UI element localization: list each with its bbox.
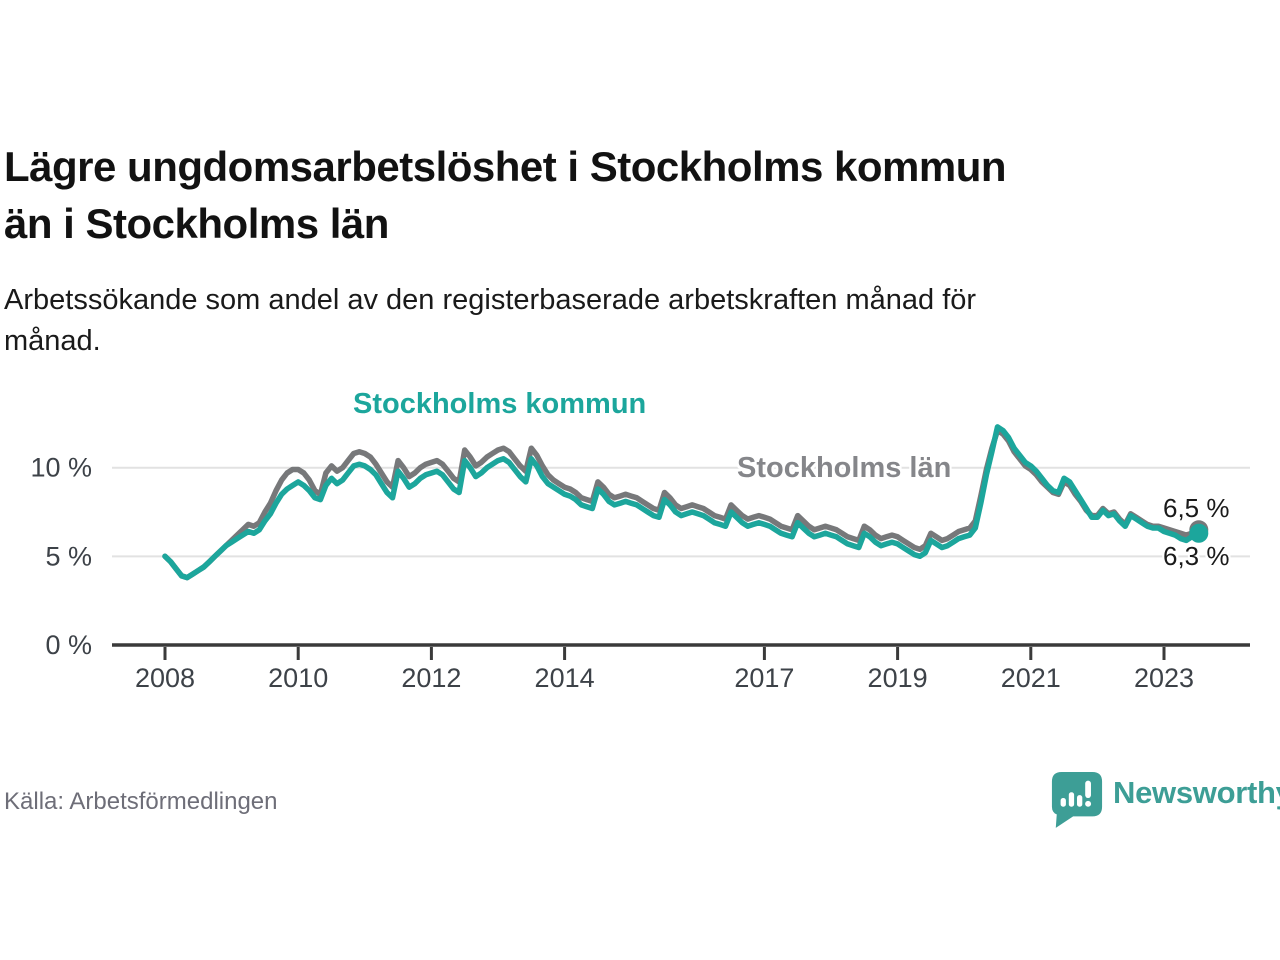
- newsworthy-wordmark: Newsworthy: [1113, 775, 1280, 810]
- newsworthy-logo: Newsworthy: [1050, 770, 1280, 828]
- y-tick-label: 0 %: [45, 630, 92, 660]
- y-tick-label: 5 %: [45, 541, 92, 571]
- series-end-dot-stockholms-kommun: [1189, 523, 1209, 543]
- line-chart: 2008 2010 2012 2014 2017 2019 2021 2023 0 % 5 % 10…: [0, 388, 1280, 720]
- source-note: Källa: Arbetsförmedlingen: [4, 788, 278, 815]
- chart-title-line1: Lägre ungdomsarbetslöshet i Stockholms k…: [4, 143, 1007, 190]
- x-tick-label: 2014: [535, 663, 595, 693]
- value-annotation-stockholms-kommun: 6,3 %: [1163, 541, 1230, 571]
- x-tick-label: 2008: [135, 663, 195, 693]
- series-line-stockholms-kommun: [162, 424, 1201, 581]
- x-tick-label: 2017: [734, 663, 794, 693]
- chart-title-line2: än i Stockholms län: [4, 200, 389, 248]
- chart-subtitle: Arbetssökande som andel av den registerb…: [4, 284, 977, 358]
- chart-title: Lägre ungdomsarbetslöshet i Stockholms k…: [4, 138, 1007, 252]
- newsworthy-icon: [1051, 772, 1103, 828]
- series-label-stockholms-lan: Stockholms län: [737, 452, 952, 484]
- chart-svg: 2008 2010 2012 2014 2017 2019 2021 2023 0 % 5 % 10…: [30, 424, 1250, 693]
- x-tick-label: 2021: [1001, 663, 1061, 693]
- series-line-stockholms-lan: [162, 427, 1201, 581]
- x-tick-label: 2010: [268, 663, 328, 693]
- x-tick-label: 2012: [401, 663, 461, 693]
- x-tick-label: 2023: [1134, 663, 1194, 693]
- series-label-stockholms-kommun: Stockholms kommun: [353, 388, 647, 420]
- y-tick-label: 10 %: [30, 453, 92, 483]
- value-annotation-stockholms-lan: 6,5 %: [1163, 493, 1230, 523]
- x-tick-label: 2019: [868, 663, 928, 693]
